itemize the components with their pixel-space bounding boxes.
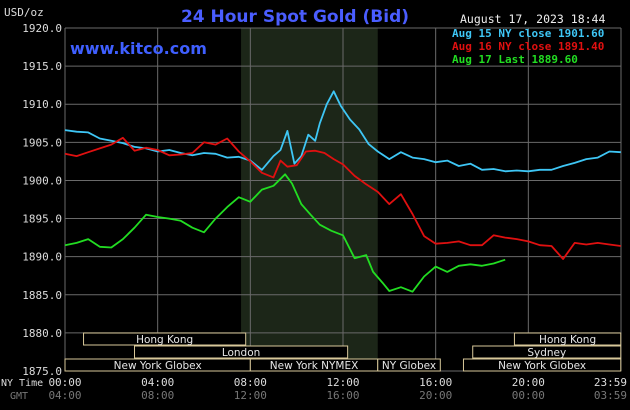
session-label: Hong Kong (136, 334, 193, 346)
legend-entry-aug15: Aug 15 NY close 1901.60 (452, 27, 604, 40)
x-tick-label-gmt: 08:00 (141, 389, 174, 402)
website-label[interactable]: www.kitco.com (70, 39, 207, 58)
x-tick-labels: 00:0004:0004:0008:0008:0012:0012:0016:00… (48, 376, 627, 402)
price-series (64, 90, 621, 293)
y-tick-label: 1875.0 (22, 365, 62, 378)
session-label: New York Globex (498, 360, 586, 372)
x-tick-label-ny: 12:00 (326, 376, 359, 389)
x-axis-label-ny: NY Time (1, 378, 43, 389)
x-tick-label-ny: 23:59 (594, 376, 627, 389)
session-box (462, 358, 622, 372)
session-box (134, 345, 349, 359)
series-line-aug17 (64, 173, 506, 293)
y-tick-label: 1900.0 (22, 174, 62, 187)
session-box (377, 358, 441, 372)
x-tick-label-gmt: 12:00 (234, 389, 267, 402)
session-label: Sydney (527, 347, 566, 359)
x-tick-label-gmt: 20:00 (419, 389, 452, 402)
session-box (472, 345, 622, 359)
y-tick-labels: 1920.0 1915.0 1910.0 1905.0 1900.0 1895.0 1890… (22, 22, 62, 378)
session-box (513, 332, 622, 346)
y-tick-label: 1890.0 (22, 251, 62, 264)
x-tick-label-gmt: 16:00 (326, 389, 359, 402)
chart-title: 24 Hour Spot Gold (Bid) (181, 7, 409, 27)
session-box (83, 332, 247, 346)
legend-entry-aug17: Aug 17 Last 1889.60 (452, 53, 578, 66)
datetime-label: August 17, 2023 18:44 (460, 12, 605, 26)
x-tick-label-ny: 20:00 (512, 376, 545, 389)
nymex-shaded-region (241, 28, 378, 371)
y-tick-label: 1885.0 (22, 289, 62, 302)
x-tick-label-ny: 04:00 (141, 376, 174, 389)
legend-entry-aug16: Aug 16 NY close 1891.40 (452, 40, 604, 53)
x-tick-label-gmt: 04:00 (48, 389, 81, 402)
y-tick-label: 1920.0 (22, 22, 62, 35)
session-label: Hong Kong (539, 334, 596, 346)
unit-label: USD/oz (4, 6, 44, 19)
session-label: New York NYMEX (270, 360, 359, 372)
session-label: London (222, 347, 261, 359)
x-tick-label-ny: 16:00 (419, 376, 452, 389)
session-label: NY Globex (382, 360, 436, 372)
y-tick-label: 1880.0 (22, 327, 62, 340)
series-line-aug15 (64, 90, 621, 173)
series-line-aug16 (64, 136, 621, 260)
session-label: New York Globex (114, 360, 202, 372)
x-tick-label-ny: 00:00 (48, 376, 81, 389)
legend: Aug 15 NY close 1901.60 Aug 16 NY close … (452, 27, 604, 66)
y-tick-label: 1905.0 (22, 136, 62, 149)
y-tick-label: 1895.0 (22, 213, 62, 226)
x-tick-label-gmt: 00:00 (512, 389, 545, 402)
x-tick-label-ny: 08:00 (234, 376, 267, 389)
x-tick-label-gmt: 03:59 (594, 389, 627, 402)
y-tick-label: 1915.0 (22, 60, 62, 73)
x-axis-label-gmt: GMT (10, 391, 28, 402)
y-tick-label: 1910.0 (22, 98, 62, 111)
